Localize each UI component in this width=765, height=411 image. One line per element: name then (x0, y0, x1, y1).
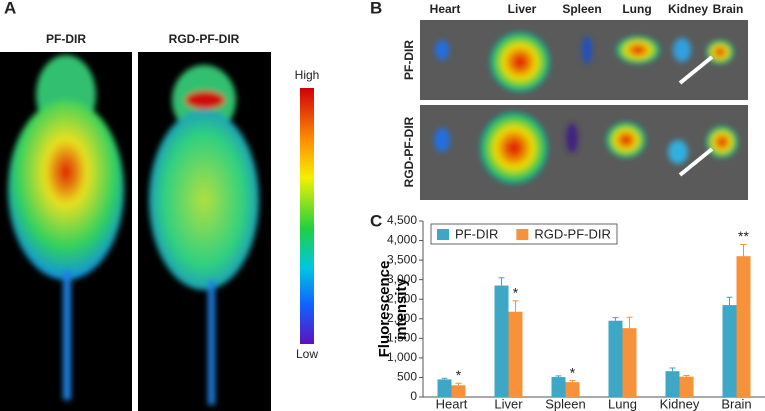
bar (722, 305, 737, 397)
x-tick-label: Liver (494, 396, 523, 411)
panel-label: B (370, 0, 382, 17)
x-tick-label: Kidney (660, 396, 700, 411)
bar (451, 385, 466, 397)
scale-label: High (295, 68, 320, 82)
legend-swatch (516, 229, 529, 240)
organ-label: Spleen (562, 2, 601, 16)
image-column-label: PF-DIR (46, 32, 86, 46)
legend-swatch (437, 229, 449, 240)
y-axis-label: Fluorescence intensity (376, 260, 410, 358)
bar (679, 376, 694, 397)
y-tick-label: 0 (410, 389, 417, 403)
x-tick-label: Heart (436, 396, 468, 411)
y-tick-label: 3,000 (387, 272, 417, 286)
x-tick-label: Brain (721, 396, 751, 411)
organ-label: Kidney (668, 2, 708, 16)
arrow (678, 147, 714, 177)
mouse-signal (8, 55, 259, 405)
bar (622, 328, 637, 397)
bar (437, 379, 452, 397)
image-column-label: RGD-PF-DIR (169, 32, 240, 46)
significance-label: ** (738, 228, 749, 244)
error-bar (569, 380, 576, 383)
scale-label: Low (296, 347, 318, 361)
organ-signal (434, 32, 738, 184)
error-bar (555, 375, 562, 378)
bar (736, 256, 751, 397)
organ-label: Lung (622, 2, 651, 16)
panel-label: A (4, 0, 16, 17)
bar (608, 320, 623, 397)
significance-label: * (570, 364, 576, 380)
panel-label: C (370, 211, 382, 230)
y-tick-label: 2,000 (387, 311, 417, 325)
y-tick-label: 1,000 (387, 350, 417, 364)
error-bar (740, 243, 747, 257)
bar (665, 371, 680, 397)
error-bar (726, 296, 733, 306)
bar (565, 382, 580, 397)
error-bar (683, 374, 690, 377)
y-tick-label: 500 (397, 370, 417, 384)
x-tick-label: Spleen (545, 396, 585, 411)
bar (508, 311, 523, 397)
x-tick-label: Lung (608, 396, 637, 411)
bar (494, 285, 509, 397)
row-label: PF-DIR (402, 40, 416, 80)
legend-label: RGD-PF-DIR (534, 226, 611, 241)
error-bar (455, 382, 462, 386)
y-tick-label: 2,500 (387, 291, 417, 305)
significance-label: * (513, 284, 519, 300)
y-tick-label: 3,500 (387, 252, 417, 266)
error-bar (498, 277, 505, 286)
significance-label: * (456, 367, 462, 383)
y-tick-label: 4,500 (387, 213, 417, 227)
bar (551, 377, 566, 397)
color-scale (300, 88, 314, 344)
organ-label: Liver (508, 2, 537, 16)
organ-image (420, 105, 748, 200)
organ-label: Brain (713, 2, 744, 16)
error-bar (441, 377, 448, 380)
error-bar (669, 367, 676, 372)
error-bar (612, 317, 619, 321)
error-bar (512, 300, 519, 312)
y-tick-label: 1,500 (387, 331, 417, 345)
error-bar (626, 316, 633, 329)
row-label: RGD-PF-DIR (402, 116, 416, 187)
y-tick-label: 4,000 (387, 233, 417, 247)
organ-label: Heart (430, 2, 461, 16)
legend-label: PF-DIR (455, 226, 498, 241)
arrow (678, 55, 714, 85)
